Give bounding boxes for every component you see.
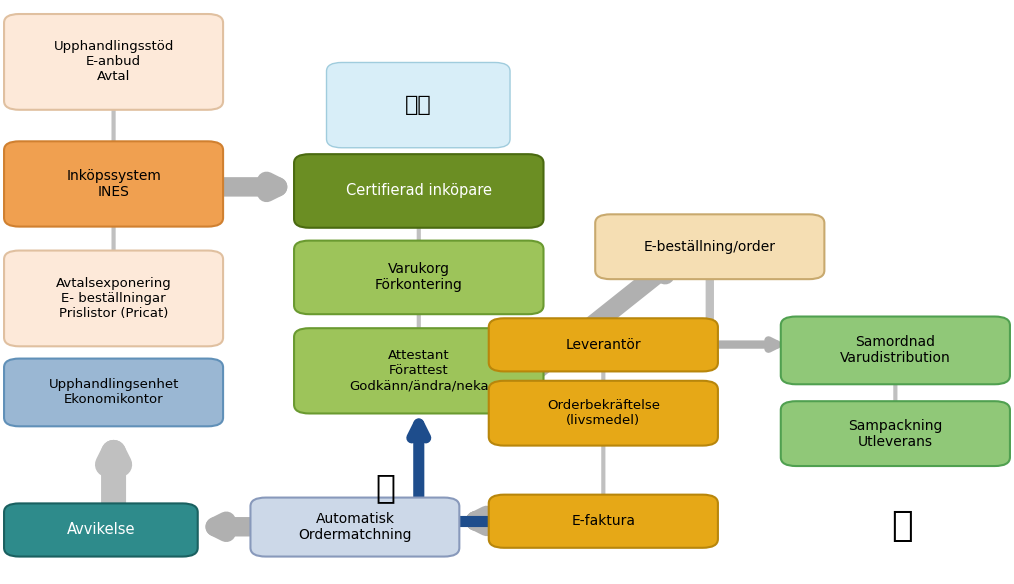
FancyBboxPatch shape: [294, 154, 544, 228]
FancyBboxPatch shape: [4, 14, 223, 110]
FancyBboxPatch shape: [4, 503, 198, 557]
Text: Sampackning
Utleverans: Sampackning Utleverans: [848, 419, 943, 449]
Text: Orderbekräftelse
(livsmedel): Orderbekräftelse (livsmedel): [547, 399, 660, 427]
Text: Upphandlingsenhet
Ekonomikontor: Upphandlingsenhet Ekonomikontor: [49, 378, 178, 406]
FancyBboxPatch shape: [250, 498, 459, 557]
FancyBboxPatch shape: [595, 214, 824, 279]
FancyBboxPatch shape: [489, 318, 718, 371]
Text: Varukorg
Förkontering: Varukorg Förkontering: [375, 262, 462, 293]
Text: 👍: 👍: [375, 471, 395, 504]
FancyBboxPatch shape: [294, 241, 544, 314]
Text: Leverantör: Leverantör: [566, 338, 641, 352]
FancyBboxPatch shape: [327, 62, 510, 148]
Text: 🎓📜: 🎓📜: [405, 95, 432, 115]
Text: Attestant
Förattest
Godkänn/ändra/neka: Attestant Förattest Godkänn/ändra/neka: [349, 349, 489, 392]
Text: Certifierad inköpare: Certifierad inköpare: [346, 183, 492, 199]
Text: E-faktura: E-faktura: [571, 515, 636, 528]
Text: 🚛: 🚛: [891, 509, 914, 543]
FancyBboxPatch shape: [4, 141, 223, 227]
FancyBboxPatch shape: [489, 495, 718, 548]
Text: Avvikelse: Avvikelse: [67, 523, 135, 537]
Text: Samordnad
Varudistribution: Samordnad Varudistribution: [840, 335, 951, 366]
FancyBboxPatch shape: [294, 328, 544, 413]
FancyBboxPatch shape: [4, 251, 223, 346]
FancyBboxPatch shape: [4, 359, 223, 426]
FancyBboxPatch shape: [781, 401, 1010, 466]
FancyBboxPatch shape: [781, 317, 1010, 384]
Text: Inköpssystem
INES: Inköpssystem INES: [66, 169, 161, 199]
Text: E-beställning/order: E-beställning/order: [644, 240, 776, 253]
FancyBboxPatch shape: [489, 381, 718, 446]
Text: Upphandlingsstöd
E-anbud
Avtal: Upphandlingsstöd E-anbud Avtal: [54, 40, 173, 84]
Text: Avtalsexponering
E- beställningar
Prislistor (Pricat): Avtalsexponering E- beställningar Prisli…: [56, 277, 171, 320]
Text: Automatisk
Ordermatchning: Automatisk Ordermatchning: [298, 512, 412, 542]
